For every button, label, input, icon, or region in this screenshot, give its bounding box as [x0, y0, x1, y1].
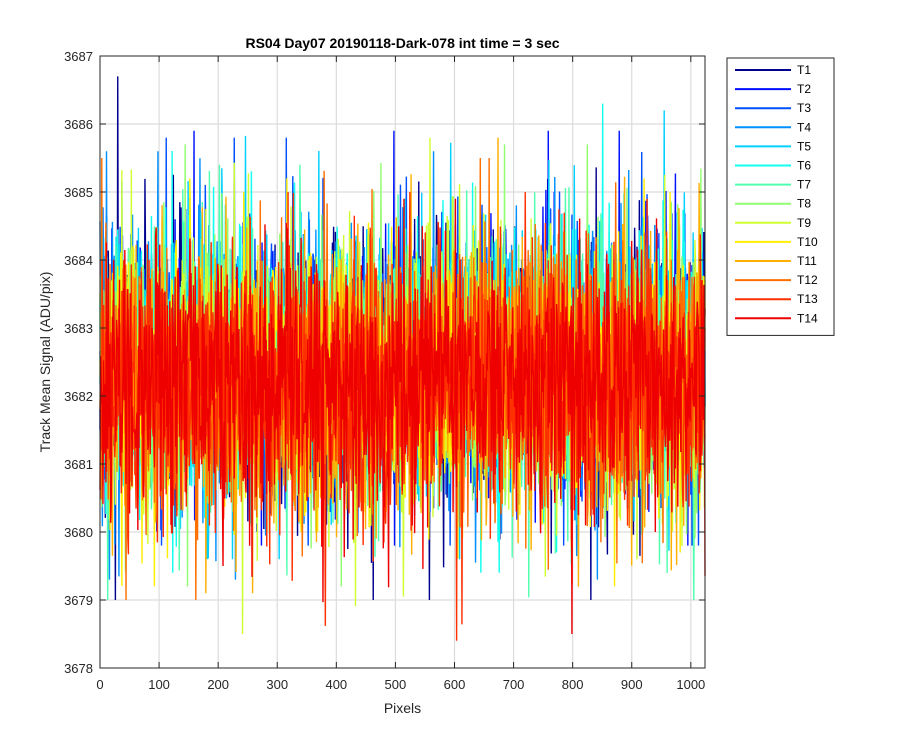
y-tick-label: 3684 [64, 253, 93, 268]
legend-label: T5 [797, 139, 811, 153]
x-tick-label: 600 [444, 677, 466, 692]
y-axis-label: Track Mean Signal (ADU/pix) [37, 272, 53, 453]
legend-label: T13 [797, 292, 818, 306]
legend-label: T8 [797, 197, 811, 211]
x-tick-label: 700 [503, 677, 525, 692]
legend-label: T6 [797, 159, 811, 173]
legend-label: T12 [797, 273, 818, 287]
plot-area: 0 100 200 300 400 500 600 700 800 900 1000 3678 3679… [64, 49, 706, 692]
series-layer [99, 76, 706, 641]
axes-box [99, 55, 706, 669]
legend-label: T4 [797, 120, 811, 134]
chart-title: RS04 Day07 20190118-Dark-078 int time = … [245, 35, 559, 51]
y-tick-label: 3679 [64, 593, 93, 608]
legend-label: T1 [797, 63, 811, 77]
x-tick-label: 800 [562, 677, 584, 692]
y-tick-label: 3685 [64, 185, 93, 200]
x-tick-label: 1000 [676, 677, 705, 692]
ticks: 0 100 200 300 400 500 600 700 800 900 1000 3678 3679… [64, 49, 705, 692]
x-tick-label: 200 [207, 677, 229, 692]
legend-label: T3 [797, 101, 811, 115]
x-tick-label: 400 [325, 677, 347, 692]
legend-label: T2 [797, 82, 811, 96]
y-tick-label: 3681 [64, 457, 93, 472]
x-tick-label: 900 [621, 677, 643, 692]
y-tick-label: 3682 [64, 389, 93, 404]
y-tick-label: 3687 [64, 49, 93, 64]
y-tick-label: 3680 [64, 525, 93, 540]
legend: T1 T2 T3 T4 T5 T6 T7 T8 T9 T10 T11 T12 T13 T14 [726, 57, 835, 336]
legend-label: T11 [797, 254, 817, 268]
legend-box [726, 57, 835, 336]
y-tick-label: 3686 [64, 117, 93, 132]
legend-label: T10 [797, 235, 818, 249]
legend-label: T7 [797, 178, 811, 192]
x-axis-label: Pixels [384, 700, 421, 716]
series-line-t14 [99, 198, 706, 635]
legend-label: T14 [797, 311, 818, 325]
y-tick-label: 3678 [64, 661, 93, 676]
x-tick-label: 300 [266, 677, 288, 692]
y-tick-label: 3683 [64, 321, 93, 336]
x-tick-label: 0 [96, 677, 103, 692]
x-tick-label: 500 [385, 677, 407, 692]
x-tick-label: 100 [148, 677, 170, 692]
legend-label: T9 [797, 216, 811, 230]
